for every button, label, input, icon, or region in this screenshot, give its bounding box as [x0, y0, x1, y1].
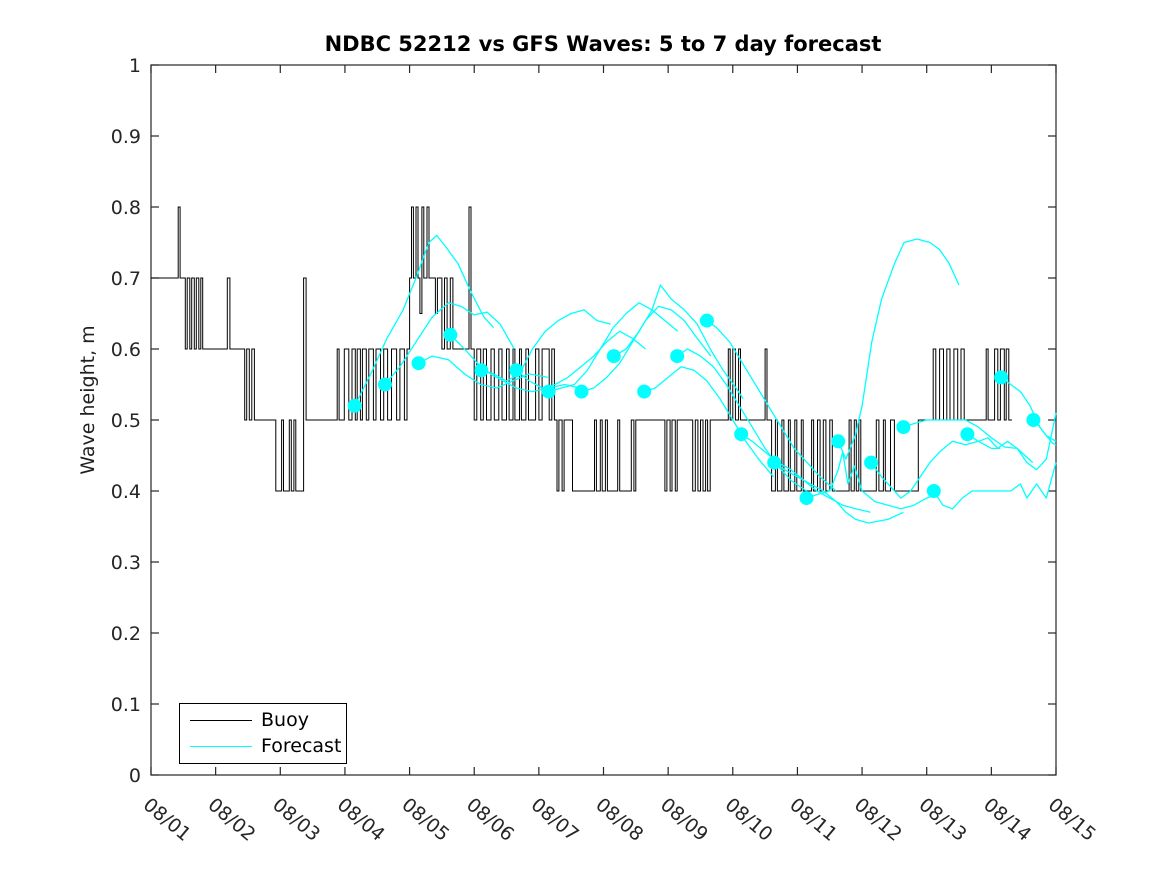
x-tick-label: 08/03: [268, 794, 324, 846]
forecast-segment: [837, 238, 960, 460]
forecast-segment: [481, 309, 611, 382]
y-tick-label: 0: [129, 765, 141, 787]
buoy-series: [151, 206, 1012, 492]
y-axis-label: Wave height, m: [77, 325, 99, 474]
forecast-segment: [806, 451, 937, 510]
forecast-segment: [903, 419, 1034, 464]
forecast-start-dot: [994, 370, 1009, 385]
legend-row-forecast: Forecast: [190, 737, 346, 756]
y-tick-label: 0.1: [111, 694, 141, 716]
forecast-segment: [515, 330, 646, 389]
x-tick-label: 08/12: [850, 794, 906, 846]
forecast-start-dot: [767, 455, 782, 470]
x-tick-label: 08/02: [203, 794, 259, 846]
forecast-start-dot: [799, 491, 814, 506]
forecast-segment: [613, 284, 744, 400]
forecast-start-dot: [378, 377, 392, 392]
x-tick-label: 08/14: [979, 794, 1035, 846]
y-tick-label: 0.6: [111, 339, 141, 361]
legend-label-buoy: Buoy: [261, 709, 309, 731]
legend: Buoy Forecast: [179, 703, 347, 764]
forecast-segment: [967, 412, 1057, 471]
y-tick-label: 0.4: [111, 481, 141, 503]
forecast-start-dot: [960, 427, 975, 442]
forecast-segment: [706, 320, 837, 492]
forecast-segment: [449, 334, 580, 393]
chart-title: NDBC 52212 vs GFS Waves: 5 to 7 day fore…: [325, 32, 882, 56]
x-tick-label: 08/06: [462, 794, 518, 846]
forecast-start-dot: [443, 327, 458, 342]
y-tick-label: 1: [129, 55, 141, 77]
forecast-start-dot: [831, 434, 846, 449]
buoy-line-swatch: [190, 720, 252, 721]
forecast-start-dot: [926, 484, 941, 498]
buoy-line: [151, 206, 1012, 492]
y-tick-label: 0.2: [111, 623, 141, 645]
x-tick-label: 08/15: [1044, 794, 1100, 846]
x-tick-label: 08/04: [333, 794, 389, 846]
forecast-start-dot: [411, 356, 426, 371]
forecast-segment: [643, 366, 774, 478]
forecast-start-dot: [896, 420, 911, 435]
forecast-segment: [1000, 376, 1057, 442]
x-tick-label: 08/10: [721, 794, 777, 846]
forecast-start-dot: [1026, 413, 1041, 427]
forecast-start-dot: [509, 363, 524, 378]
legend-row-buoy: Buoy: [190, 711, 346, 730]
x-tick-label: 08/07: [527, 794, 583, 846]
forecast-start-dot: [864, 455, 879, 470]
legend-label-forecast: Forecast: [261, 735, 342, 757]
forecast-start-dot: [699, 313, 714, 328]
y-tick-label: 0.9: [111, 126, 141, 148]
forecast-start-dot: [637, 384, 652, 399]
y-tick-label: 0.8: [111, 197, 141, 219]
x-tick-label: 08/01: [139, 794, 195, 846]
x-tick-label: 08/13: [915, 794, 971, 846]
forecast-segment: [676, 348, 807, 492]
forecast-segment: [548, 302, 679, 393]
forecast-start-dot: [670, 349, 685, 364]
x-tick-label: 08/05: [397, 794, 453, 846]
forecast-segment: [384, 302, 515, 385]
y-tick-label: 0.7: [111, 268, 141, 290]
forecast-line-swatch: [190, 746, 252, 747]
forecast-segment: [933, 462, 1057, 510]
y-tick-label: 0.5: [111, 410, 141, 432]
forecast-start-dot: [606, 349, 621, 364]
x-tick-label: 08/11: [785, 794, 841, 846]
forecast-start-dot: [574, 384, 589, 399]
forecast-series: [347, 234, 1057, 524]
forecast-start-dot: [474, 363, 489, 378]
forecast-start-dot: [347, 398, 362, 413]
forecast-start-dot: [541, 384, 556, 399]
x-tick-label: 08/09: [656, 794, 712, 846]
y-tick-label: 0.3: [111, 552, 141, 574]
forecast-start-dot: [734, 427, 749, 442]
forecast-segment: [773, 462, 904, 524]
x-tick-label: 08/08: [591, 794, 647, 846]
forecast-segment: [354, 234, 495, 407]
